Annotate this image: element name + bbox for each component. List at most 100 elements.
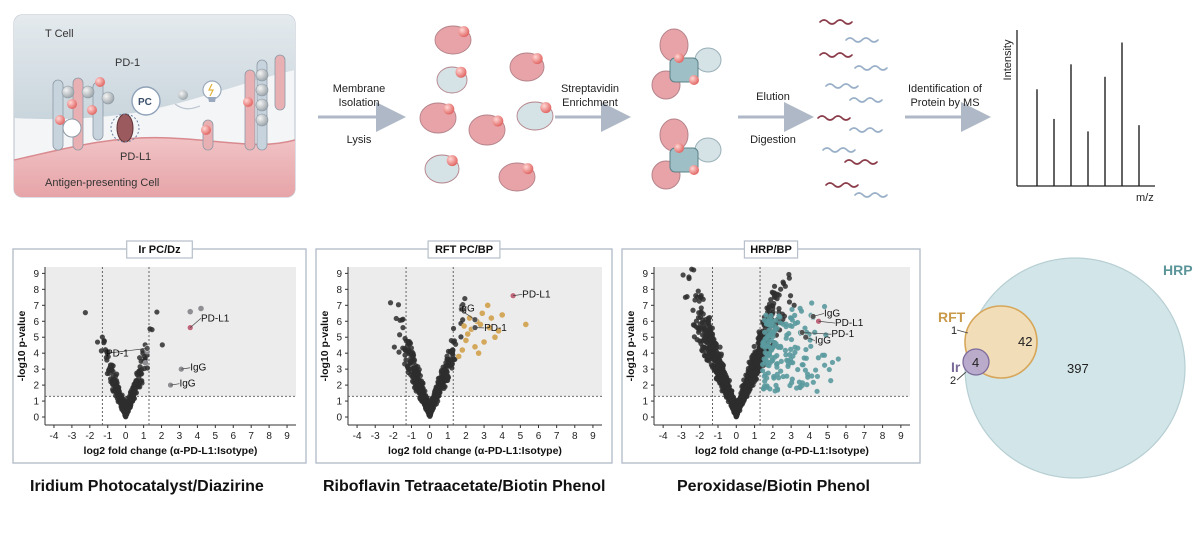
- label-leader: [805, 336, 816, 341]
- enriched-point: [809, 300, 815, 306]
- data-point: [707, 315, 713, 321]
- data-point: [122, 412, 128, 419]
- enriched-point: [760, 385, 767, 392]
- data-point: [680, 272, 686, 278]
- data-point: [755, 353, 761, 359]
- venn-ir-circle: [962, 348, 990, 376]
- data-point: [403, 357, 409, 363]
- x-tick-label: 1: [445, 431, 451, 442]
- activation-arrow: [174, 103, 201, 110]
- data-point: [691, 267, 697, 273]
- step-streptavidin-enrichment: Streptavidin Enrichment: [555, 83, 631, 132]
- label-leader: [513, 293, 523, 297]
- data-point: [113, 387, 119, 394]
- data-point: [417, 383, 423, 390]
- enriched-point: [778, 358, 784, 364]
- data-point: [748, 359, 754, 365]
- data-point: [458, 334, 464, 340]
- receptor-stalk: [52, 79, 64, 151]
- enriched-point: [804, 382, 810, 388]
- enriched-point: [475, 350, 482, 356]
- data-point: [720, 361, 726, 368]
- data-point: [401, 346, 408, 352]
- protein-label: IgG: [459, 304, 475, 315]
- receptor-bead: [255, 68, 269, 82]
- x-tick-label: 2: [159, 431, 165, 442]
- x-tick-label: 0: [734, 431, 740, 442]
- data-point: [137, 355, 143, 361]
- data-point: [450, 347, 456, 353]
- data-point: [746, 383, 752, 389]
- receptor-stalk: [244, 69, 256, 151]
- data-point: [460, 317, 466, 323]
- x-tick-label: -2: [695, 431, 704, 442]
- data-point: [410, 354, 416, 360]
- label-leader: [458, 308, 476, 320]
- enriched-point: [765, 343, 772, 350]
- venn-ir-only-leader: [956, 371, 967, 381]
- y-tick-label: 1: [33, 397, 39, 408]
- data-point: [391, 344, 397, 350]
- data-point: [439, 367, 445, 374]
- data-point: [711, 366, 718, 372]
- data-point: [141, 365, 148, 372]
- enriched-point: [773, 317, 779, 323]
- data-point: [133, 380, 139, 386]
- protein-label: PD-L1: [201, 313, 230, 324]
- x-tick-label: 0: [427, 431, 433, 442]
- enriched-point: [808, 343, 814, 349]
- enriched-point: [783, 321, 789, 327]
- enriched-point: [461, 323, 467, 329]
- significance-region: [45, 267, 296, 397]
- data-point: [709, 325, 715, 331]
- x-tick-label: 0: [123, 431, 129, 442]
- enriched-point: [819, 352, 826, 358]
- x-tick-label: -2: [389, 431, 398, 442]
- data-point: [435, 385, 441, 391]
- data-point: [154, 309, 160, 315]
- x-tick-label: 5: [518, 431, 524, 442]
- x-tick-label: 5: [825, 431, 831, 442]
- data-point: [149, 327, 155, 333]
- x-tick-label: 9: [284, 431, 290, 442]
- enriched-point: [486, 324, 493, 331]
- enriched-point: [477, 321, 484, 328]
- data-point: [726, 396, 732, 403]
- receptor-bead: [255, 113, 269, 127]
- biotin-label: [95, 77, 105, 87]
- data-point: [444, 372, 450, 378]
- data-point: [460, 301, 466, 308]
- data-point: [753, 358, 759, 365]
- ms-xlabel: m/z: [1136, 192, 1154, 204]
- biotin-label: [689, 165, 699, 175]
- enriched-point: [523, 321, 529, 328]
- data-point: [410, 365, 416, 371]
- biotin-label: [492, 115, 504, 127]
- data-point: [717, 358, 723, 364]
- data-point: [697, 321, 703, 327]
- peptide-icon: [819, 52, 853, 58]
- x-tick-label: -3: [67, 431, 76, 442]
- data-point: [780, 279, 786, 285]
- enriched-point: [499, 312, 506, 318]
- enriched-point: [802, 367, 808, 373]
- y-axis-label: -log10 p-value: [625, 311, 637, 382]
- data-point: [771, 300, 777, 307]
- data-point: [770, 305, 776, 312]
- protein-label: IgG: [815, 336, 831, 347]
- peptide-icon: [849, 127, 883, 133]
- step-identification: Identification of Protein by MS: [905, 83, 991, 132]
- x-tick-label: -3: [677, 431, 686, 442]
- enriched-point: [778, 368, 784, 374]
- enriched-point: [762, 336, 768, 342]
- enriched-point: [463, 337, 469, 344]
- venn-diagram: HRP RFT Ir 397 42 4 1 2: [938, 257, 1193, 479]
- y-tick-label: 4: [642, 349, 648, 360]
- enriched-point: [795, 366, 801, 373]
- antibody-bead: [62, 118, 82, 138]
- x-tick-label: 4: [807, 431, 813, 442]
- data-point: [110, 379, 116, 385]
- y-tick-label: 9: [642, 269, 648, 280]
- receptor-stalk: [274, 54, 286, 111]
